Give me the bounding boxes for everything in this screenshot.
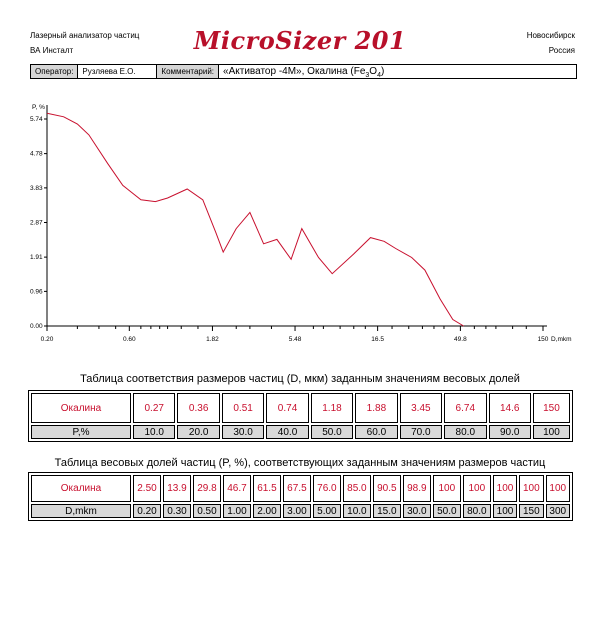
x-tick-label: 0.20 <box>41 336 54 343</box>
table2-row1-cell: 76.0 <box>312 475 341 502</box>
table1-row2-cell: 20.0 <box>177 425 220 439</box>
table2-row1-cell: 90.5 <box>372 475 401 502</box>
table1-row1-cell: 0.74 <box>266 393 309 423</box>
table1-row1-cell: 1.18 <box>310 393 354 423</box>
size-table: Окалина 0.27 0.36 0.51 0.74 1.18 1.88 3.45 6.74… <box>28 390 573 442</box>
table1-row1-cell: 3.45 <box>399 393 443 423</box>
table1-row1-cell: 14.6 <box>488 393 531 423</box>
analyzer-name: Лазерный анализатор частиц <box>30 31 140 40</box>
table2-row2-cell: 3.00 <box>282 504 311 518</box>
table2-row1-cell: 46.7 <box>222 475 251 502</box>
table2-row1-cell: 85.0 <box>342 475 371 502</box>
table1-row2-cell: 100 <box>532 425 570 439</box>
table2-row1-cell: 100 <box>432 475 461 502</box>
table1-row1-cell: 150 <box>532 393 570 423</box>
y-tick-label: 3.83 <box>30 185 43 192</box>
table1-row1-label: Окалина <box>31 393 131 423</box>
table1-row2-cell: 40.0 <box>266 425 309 439</box>
table1-row2-cell: 90.0 <box>488 425 531 439</box>
x-tick-label: 0.60 <box>123 336 136 343</box>
table2-row2-cell: 10.0 <box>342 504 371 518</box>
y-tick-label: 4.78 <box>30 151 43 158</box>
city: Новосибирск <box>526 31 575 40</box>
y-tick-label: 5.74 <box>30 116 43 123</box>
header-right: Новосибирск Россия <box>527 28 575 58</box>
table2-row1-cell: 29.8 <box>192 475 221 502</box>
table2-row1-cell: 100 <box>492 475 518 502</box>
y-tick-label: 0.96 <box>30 288 43 295</box>
table2-row1-cell: 13.9 <box>162 475 191 502</box>
x-tick-label: 49.8 <box>454 336 467 343</box>
series-line <box>46 112 464 327</box>
header-left: Лазерный анализатор частиц ВА Инсталт <box>30 28 139 58</box>
table2-row2-cell: 2.00 <box>252 504 281 518</box>
info-bar: Оператор: Рузляева Е.О. Комментарий: «Ак… <box>30 64 577 79</box>
table2-row1-cell: 100 <box>545 475 570 502</box>
table1-row2-cell: 50.0 <box>310 425 354 439</box>
operator-value: Рузляева Е.О. <box>78 65 158 78</box>
table2-row1-cell: 2.50 <box>133 475 161 502</box>
table2-row2-cell: 150 <box>519 504 544 518</box>
table1-row2-cell: 80.0 <box>444 425 487 439</box>
table2-row2-cell: 50.0 <box>432 504 461 518</box>
table1-row2-cell: 30.0 <box>221 425 265 439</box>
x-tick-label: 1.82 <box>206 336 219 343</box>
country: Россия <box>548 46 575 55</box>
table2-row2-cell: 0.20 <box>133 504 161 518</box>
table2-row1-cell: 98.9 <box>402 475 431 502</box>
table1-row2-cell: 70.0 <box>399 425 443 439</box>
table2-row1-cell: 67.5 <box>282 475 311 502</box>
x-tick-label: 16.5 <box>371 336 384 343</box>
y-tick-label: 2.87 <box>30 220 43 227</box>
table2-row2-cell: 0.50 <box>192 504 221 518</box>
table2-row2-cell: 80.0 <box>462 504 491 518</box>
table2-row2-cell: 15.0 <box>372 504 401 518</box>
y-tick-label: 0.00 <box>30 323 43 330</box>
table2-row1-label: Окалина <box>31 475 131 502</box>
operator-label: Оператор: <box>31 65 79 78</box>
comment-label: Комментарий: <box>157 65 220 78</box>
table1-row2-cell: 60.0 <box>355 425 398 439</box>
x-tick-label: 5.48 <box>289 336 302 343</box>
table1-row1-cell: 0.27 <box>133 393 176 423</box>
table1-row1-cell: 1.88 <box>355 393 398 423</box>
x-axis-label: D,mkm <box>551 336 572 343</box>
table2-row2-label: D,mkm <box>31 504 131 518</box>
table2-row1-cell: 100 <box>519 475 544 502</box>
table1-title: Таблица соответствия размеров частиц (D,… <box>80 373 520 385</box>
table2-row2-cell: 300 <box>545 504 570 518</box>
table2-row2-cell: 5.00 <box>312 504 341 518</box>
table1-row2-label: P,% <box>31 425 131 439</box>
table2-row2-cell: 100 <box>492 504 518 518</box>
y-tick-label: 1.91 <box>30 254 43 261</box>
table1-row1-cell: 0.51 <box>221 393 265 423</box>
table2-title: Таблица весовых долей частиц (P, %), соо… <box>54 457 546 469</box>
app-logo: MicroSizer 201 <box>193 26 407 55</box>
y-axis-label: P, % <box>32 104 45 111</box>
table2-row2-cell: 1.00 <box>222 504 251 518</box>
comment-value: «Активатор -4М», Окалина (Fe3O4) <box>223 66 385 79</box>
table1-row2-cell: 10.0 <box>133 425 176 439</box>
table1-row1-cell: 6.74 <box>444 393 487 423</box>
x-tick-label: 150 <box>538 336 549 343</box>
table1-row1-cell: 0.36 <box>177 393 220 423</box>
company-name: ВА Инсталт <box>30 46 74 55</box>
table2-row2-cell: 0.30 <box>162 504 191 518</box>
table2-row1-cell: 100 <box>462 475 491 502</box>
distribution-chart: P, % 5.74 4.78 3.83 2.87 1.91 0.96 0.00 0.20 0.60… <box>30 104 572 343</box>
table2-row2-cell: 30.0 <box>402 504 431 518</box>
table2-row1-cell: 61.5 <box>252 475 281 502</box>
fraction-table: Окалина 2.50 13.9 29.8 46.7 61.5 67.5 76.0 85.0… <box>28 472 573 521</box>
